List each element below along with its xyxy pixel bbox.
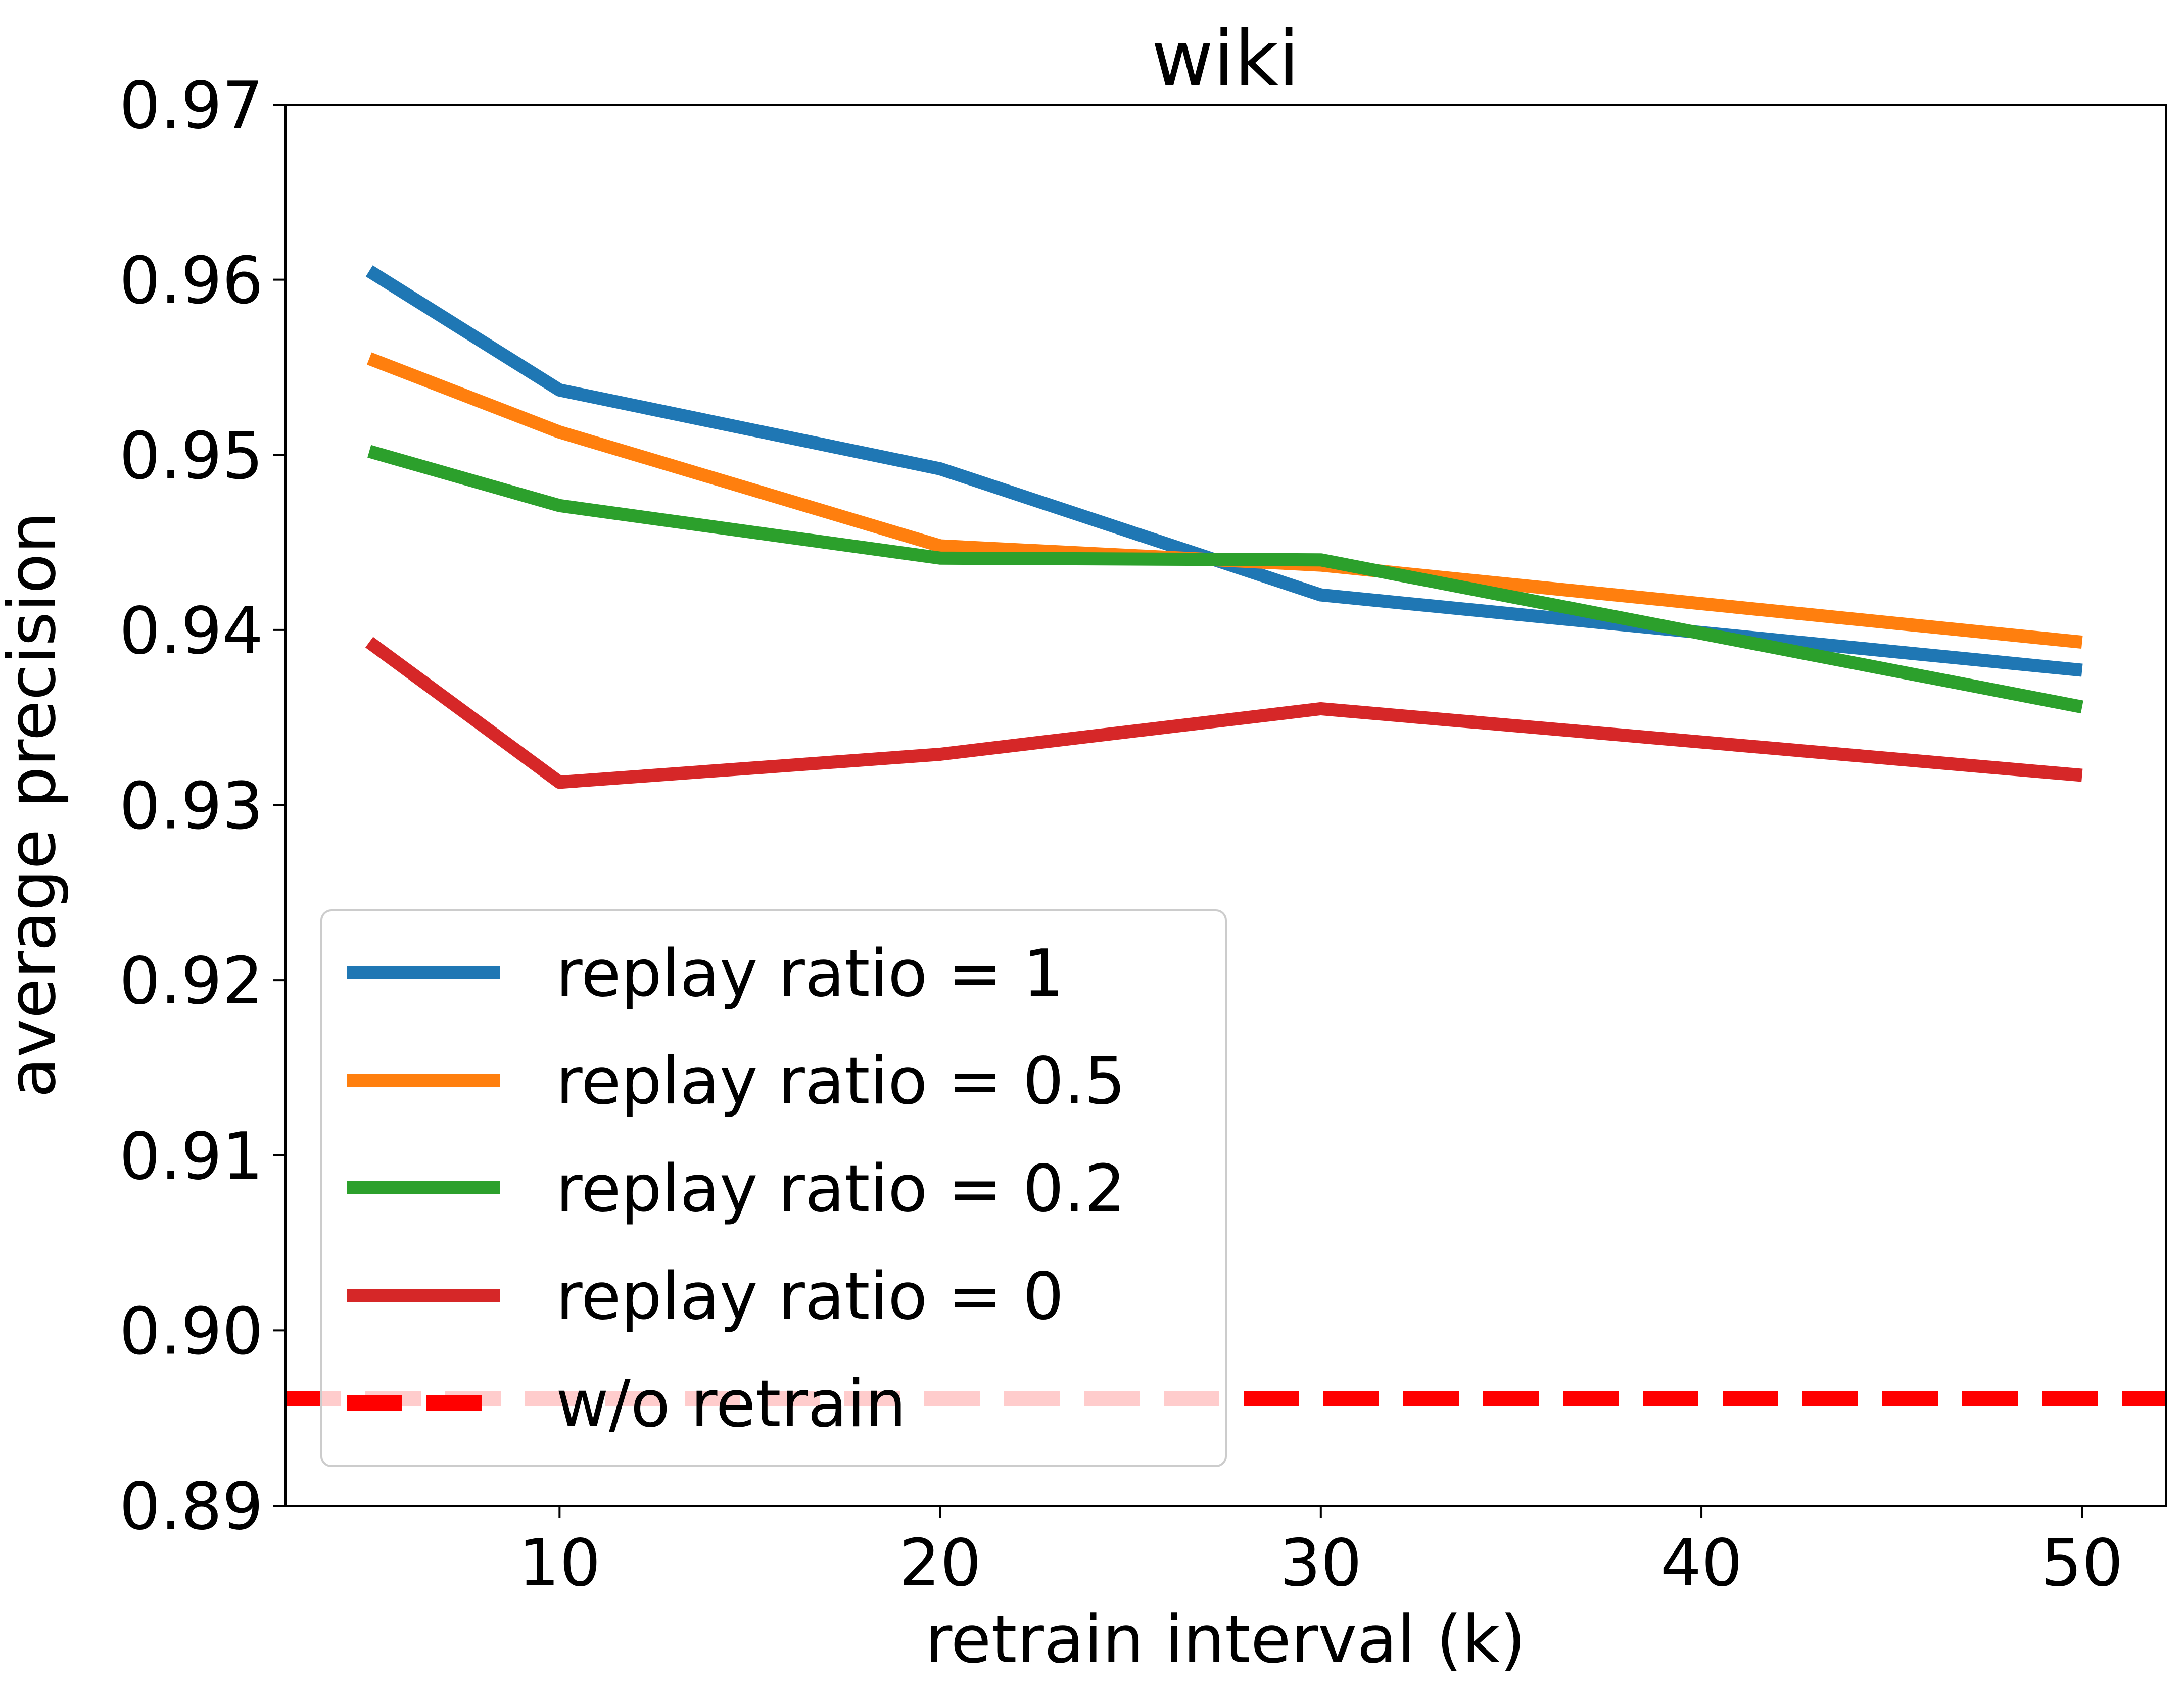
y-tick-label: 0.94 xyxy=(119,594,263,669)
legend-label-3: replay ratio = 0 xyxy=(556,1259,1064,1334)
y-tick-label: 0.97 xyxy=(119,68,263,143)
legend-box xyxy=(320,909,1227,1467)
y-tick-label: 0.90 xyxy=(119,1294,263,1369)
series-line-2 xyxy=(367,445,2083,714)
x-tick-label: 10 xyxy=(518,1526,601,1601)
x-tick-label: 20 xyxy=(899,1526,981,1601)
y-axis-title: average precision xyxy=(0,512,70,1098)
series-lines xyxy=(365,265,2083,789)
series-line-1 xyxy=(367,352,2083,649)
x-axis-title: retrain interval (k) xyxy=(925,1601,1526,1678)
x-axis: 10 20 30 40 50 xyxy=(518,1506,2123,1601)
x-tick-label: 50 xyxy=(2041,1526,2123,1601)
y-tick-label: 0.95 xyxy=(119,418,263,494)
y-tick-label: 0.92 xyxy=(119,944,263,1019)
y-tick-label: 0.91 xyxy=(119,1119,263,1194)
series-line-0 xyxy=(365,265,2083,677)
legend: replay ratio = 1 replay ratio = 0.5 replay… xyxy=(320,909,1227,1467)
y-tick-label: 0.96 xyxy=(119,244,263,319)
chart-title: wiki xyxy=(1152,15,1300,103)
x-tick-label: 30 xyxy=(1279,1526,1362,1601)
legend-label-1: replay ratio = 0.5 xyxy=(556,1044,1126,1119)
y-tick-label: 0.93 xyxy=(119,769,263,844)
legend-label-2: replay ratio = 0.2 xyxy=(556,1151,1126,1227)
y-axis: 0.89 0.90 0.91 0.92 0.93 0.94 0.95 0.96 0.97 xyxy=(119,68,286,1544)
legend-label-0: replay ratio = 1 xyxy=(556,936,1064,1011)
x-tick-label: 40 xyxy=(1660,1526,1743,1601)
series-line-3 xyxy=(365,637,2083,789)
y-tick-label: 0.89 xyxy=(119,1469,263,1544)
legend-label-4: w/o retrain xyxy=(556,1367,906,1442)
